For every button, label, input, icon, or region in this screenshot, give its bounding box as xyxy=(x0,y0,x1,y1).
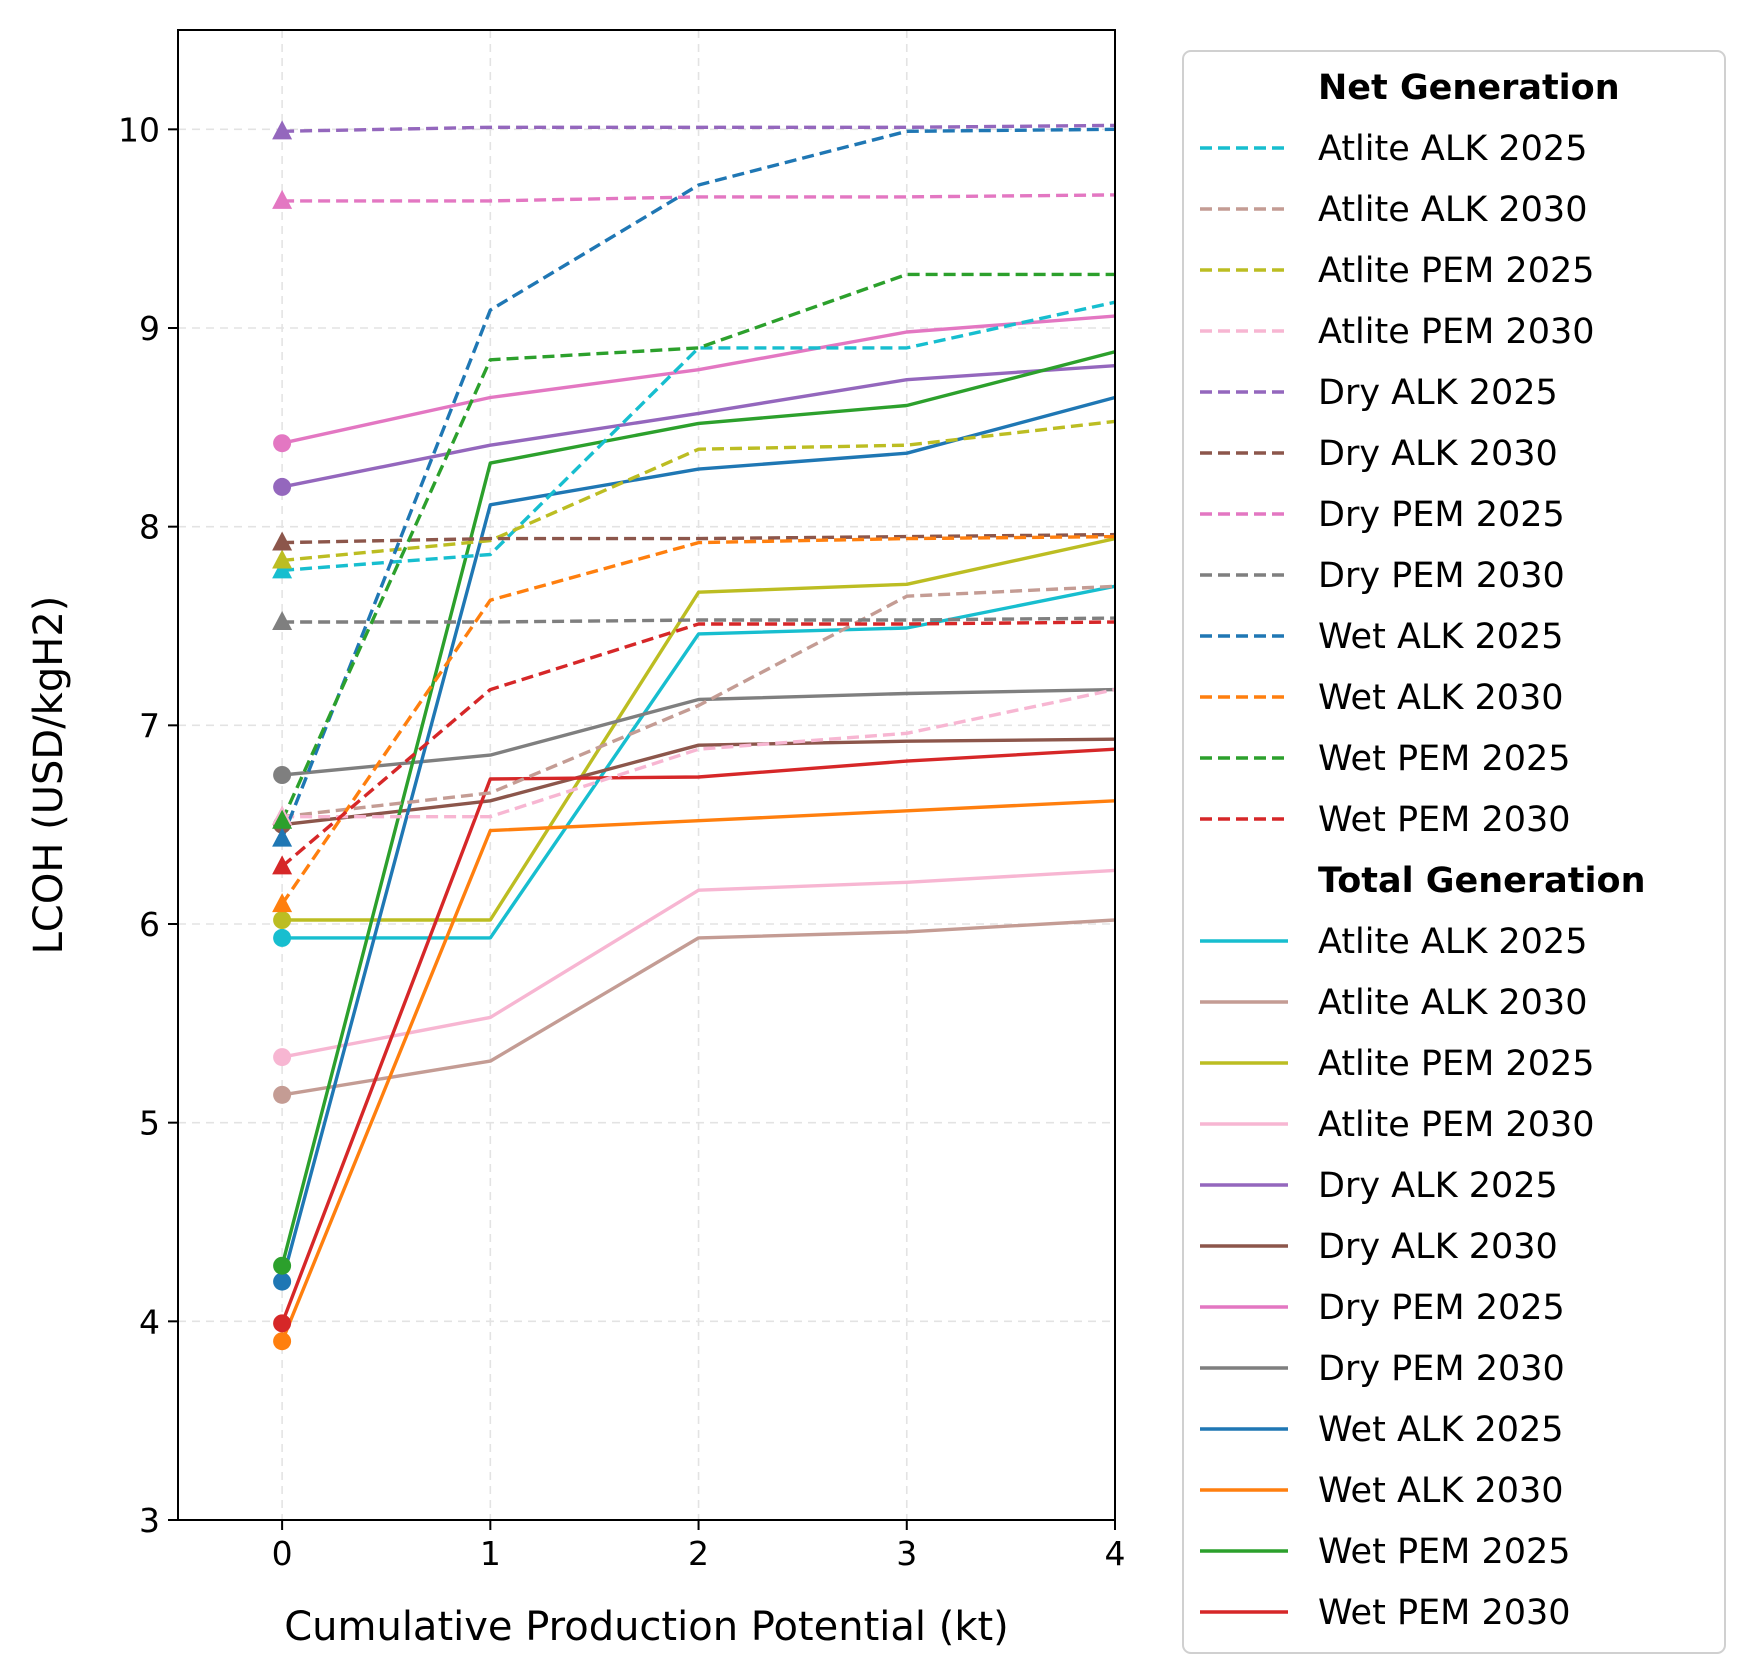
net-dry-alk-2030-line xyxy=(282,532,1115,545)
legend-entry-label: Wet ALK 2030 xyxy=(1318,1471,1564,1511)
net-atlite-alk-2025-start-marker xyxy=(272,559,293,579)
y-tick-label: 4 xyxy=(139,1302,160,1341)
net-dry-pem-2030-start-marker xyxy=(272,611,293,631)
net-dry-alk-2030-start-marker xyxy=(272,531,293,551)
legend-entry-label: Wet PEM 2025 xyxy=(1318,1532,1571,1572)
legend-entry-label: Atlite PEM 2025 xyxy=(1318,251,1595,291)
net-wet-alk-2025-line xyxy=(280,127,1115,840)
legend-entry-label: Atlite ALK 2025 xyxy=(1318,922,1587,962)
net-wet-alk-2030-start-marker xyxy=(272,893,293,913)
total-wet-alk-2030-line xyxy=(280,799,1115,1342)
legend-entry-label: Wet ALK 2025 xyxy=(1318,617,1564,657)
legend-entry-label: Wet ALK 2025 xyxy=(1318,1410,1564,1450)
net-dry-pem-2025-line xyxy=(282,193,1115,203)
y-tick-label: 7 xyxy=(139,706,160,745)
y-axis-label: LCOH (USD/kgH2) xyxy=(26,596,72,955)
total-atlite-pem-2030-start-marker xyxy=(273,1048,292,1067)
total-atlite-alk-2025-start-marker xyxy=(273,928,292,947)
legend-box xyxy=(1182,50,1726,1654)
legend-entry-label: Atlite PEM 2025 xyxy=(1318,1044,1595,1084)
y-tick-label: 3 xyxy=(139,1501,160,1540)
total-wet-pem-2030-start-marker xyxy=(273,1314,292,1333)
x-tick-label: 3 xyxy=(896,1534,917,1573)
grid xyxy=(178,30,1116,1521)
legend-entry-label: Atlite PEM 2030 xyxy=(1318,312,1595,352)
net-wet-pem-2025-start-marker xyxy=(272,809,293,829)
total-wet-alk-2025-line xyxy=(280,395,1115,1283)
net-wet-alk-2030-line xyxy=(280,534,1115,906)
net-dry-alk-2025-start-marker xyxy=(272,120,293,140)
legend-entry-label: Dry PEM 2030 xyxy=(1318,556,1565,596)
total-wet-pem-2025-start-marker xyxy=(273,1256,292,1275)
legend-entry-label: Atlite ALK 2030 xyxy=(1318,983,1587,1023)
total-dry-alk-2025-start-marker xyxy=(273,477,292,496)
total-wet-alk-2030-start-marker xyxy=(273,1332,292,1351)
legend-entry-label: Wet PEM 2030 xyxy=(1318,1593,1571,1633)
legend-entry-label: Dry ALK 2030 xyxy=(1318,1227,1558,1267)
legend-entry-label: Atlite PEM 2030 xyxy=(1318,1105,1595,1145)
net-wet-pem-2030-start-marker xyxy=(272,855,293,875)
total-atlite-pem-2025-line xyxy=(282,536,1115,922)
plot-frame xyxy=(177,29,1116,1521)
total-wet-alk-2025-start-marker xyxy=(273,1272,292,1291)
total-atlite-alk-2030-line xyxy=(281,918,1115,1097)
net-wet-pem-2030-line xyxy=(280,620,1115,868)
net-dry-alk-2025-line xyxy=(282,123,1115,133)
legend-entry-label: Atlite ALK 2025 xyxy=(1318,129,1587,169)
legend-entry-label: Dry PEM 2025 xyxy=(1318,495,1565,535)
total-atlite-pem-2030-line xyxy=(281,868,1115,1059)
legend-entry-label: Dry ALK 2025 xyxy=(1318,1166,1558,1206)
total-dry-pem-2025-line xyxy=(281,314,1115,445)
net-dry-pem-2030-line xyxy=(282,616,1115,624)
net-atlite-pem-2025-line xyxy=(281,419,1115,563)
y-tick-label: 8 xyxy=(139,508,160,547)
y-tick-label: 6 xyxy=(139,905,160,944)
legend-group-title: Total Generation xyxy=(1318,861,1646,901)
total-wet-pem-2030-line xyxy=(280,747,1115,1324)
y-tick-label: 9 xyxy=(139,309,160,348)
x-axis-label: Cumulative Production Potential (kt) xyxy=(284,1604,1009,1650)
legend-entry-label: Dry PEM 2025 xyxy=(1318,1288,1565,1328)
net-dry-pem-2025-start-marker xyxy=(272,189,293,209)
y-tick-label: 5 xyxy=(139,1104,160,1143)
legend: Net Generation Atlite ALK 2025 Atlite ALK … xyxy=(1182,50,1726,1654)
total-wet-pem-2025-line xyxy=(280,350,1115,1267)
legend-entry-label: Wet ALK 2030 xyxy=(1318,678,1564,718)
net-wet-alk-2025-start-marker xyxy=(272,827,293,847)
x-tick-label: 0 xyxy=(272,1534,293,1573)
legend-entry-label: Dry PEM 2030 xyxy=(1318,1349,1565,1389)
total-dry-pem-2025-start-marker xyxy=(273,434,292,453)
x-tick-label: 1 xyxy=(480,1534,501,1573)
legend-entry-label: Dry ALK 2030 xyxy=(1318,434,1558,474)
total-atlite-alk-2030-start-marker xyxy=(273,1085,292,1104)
x-tick-label: 2 xyxy=(688,1534,709,1573)
legend-entry-label: Wet PEM 2025 xyxy=(1318,739,1571,779)
total-atlite-pem-2025-start-marker xyxy=(273,911,292,930)
net-atlite-pem-2030-line xyxy=(282,687,1115,819)
axis-ticks: 0 1 2 3 4 3 4 5 6 7 8 9 10 xyxy=(118,110,1126,1573)
legend-entry-label: Wet PEM 2030 xyxy=(1318,800,1571,840)
net-atlite-pem-2025-start-marker xyxy=(272,549,293,569)
legend-group-title: Net Generation xyxy=(1318,68,1620,108)
total-atlite-alk-2025-line xyxy=(282,584,1115,940)
series-lines xyxy=(272,120,1115,1351)
total-dry-alk-2025-line xyxy=(281,364,1115,489)
y-tick-label: 10 xyxy=(118,110,160,149)
legend-entry-label: Atlite ALK 2030 xyxy=(1318,190,1587,230)
x-tick-label: 4 xyxy=(1105,1534,1126,1573)
net-atlite-alk-2030-line xyxy=(281,584,1115,819)
legend-entry-label: Dry ALK 2025 xyxy=(1318,373,1558,413)
net-atlite-alk-2025-line xyxy=(281,300,1115,573)
total-dry-alk-2030-line xyxy=(281,737,1115,827)
total-dry-pem-2030-start-marker xyxy=(273,766,292,784)
